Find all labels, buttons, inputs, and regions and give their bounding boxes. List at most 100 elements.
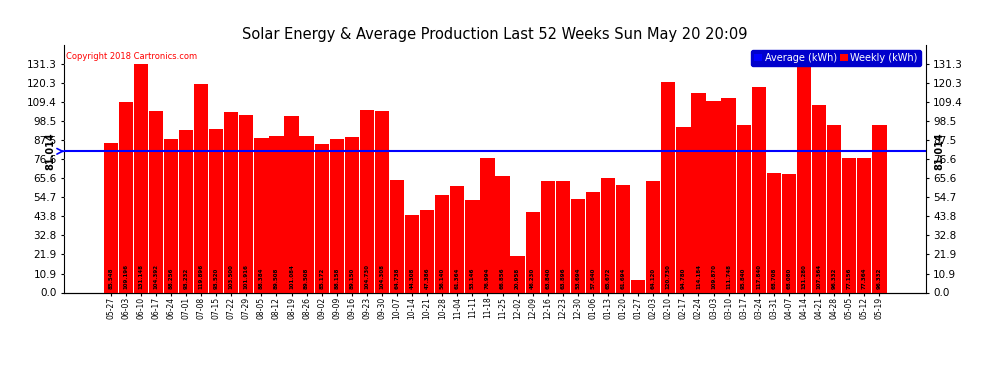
Text: 101.916: 101.916: [244, 264, 248, 289]
Bar: [737, 126, 750, 292]
Text: Copyright 2018 Cartronics.com: Copyright 2018 Cartronics.com: [66, 53, 197, 62]
Bar: [526, 212, 540, 292]
Text: 63.840: 63.840: [545, 268, 550, 289]
Text: 77.156: 77.156: [846, 268, 851, 289]
Bar: [119, 102, 133, 292]
Text: 61.364: 61.364: [454, 268, 459, 289]
Bar: [691, 93, 706, 292]
Text: 46.230: 46.230: [531, 268, 536, 289]
Bar: [450, 186, 464, 292]
Bar: [766, 173, 781, 292]
Text: 81.014: 81.014: [46, 132, 55, 170]
Bar: [224, 112, 239, 292]
Bar: [782, 174, 796, 292]
Text: 64.120: 64.120: [650, 268, 655, 289]
Text: 68.080: 68.080: [786, 268, 791, 289]
Text: 93.520: 93.520: [214, 268, 219, 289]
Bar: [480, 158, 495, 292]
Text: 64.738: 64.738: [395, 267, 400, 289]
Text: 89.508: 89.508: [304, 268, 309, 289]
Text: 53.146: 53.146: [470, 268, 475, 289]
Bar: [751, 87, 766, 292]
Text: 20.958: 20.958: [515, 268, 520, 289]
Bar: [842, 158, 856, 292]
Text: 77.364: 77.364: [861, 267, 867, 289]
Text: 65.672: 65.672: [606, 268, 611, 289]
Bar: [359, 110, 374, 292]
Bar: [134, 64, 148, 292]
Bar: [240, 115, 253, 292]
Text: 63.896: 63.896: [560, 267, 565, 289]
Text: 104.730: 104.730: [364, 264, 369, 289]
Bar: [194, 84, 208, 292]
Bar: [676, 127, 691, 292]
Bar: [375, 111, 389, 292]
Bar: [269, 136, 283, 292]
Bar: [284, 116, 299, 292]
Text: 104.308: 104.308: [379, 264, 384, 289]
Bar: [601, 178, 615, 292]
Bar: [571, 199, 585, 292]
Legend: Average (kWh), Weekly (kWh): Average (kWh), Weekly (kWh): [751, 50, 921, 66]
Bar: [872, 124, 886, 292]
Bar: [179, 130, 193, 292]
Bar: [631, 280, 645, 292]
Text: 131.148: 131.148: [139, 264, 144, 289]
Text: 68.708: 68.708: [771, 268, 776, 289]
Text: 119.896: 119.896: [199, 264, 204, 289]
Text: 96.332: 96.332: [877, 268, 882, 289]
Bar: [646, 181, 660, 292]
Bar: [405, 215, 419, 292]
Text: 111.748: 111.748: [726, 264, 732, 289]
Bar: [827, 124, 842, 292]
Bar: [254, 138, 268, 292]
Text: 89.508: 89.508: [274, 268, 279, 289]
Bar: [707, 101, 721, 292]
Bar: [857, 158, 871, 292]
Text: 109.196: 109.196: [123, 264, 129, 289]
Bar: [722, 98, 736, 292]
Text: 93.232: 93.232: [183, 268, 188, 289]
Bar: [616, 185, 631, 292]
Text: 104.392: 104.392: [153, 264, 158, 289]
Bar: [511, 256, 525, 292]
Bar: [299, 136, 314, 292]
Bar: [495, 176, 510, 292]
Bar: [541, 181, 555, 292]
Text: 114.184: 114.184: [696, 264, 701, 289]
Text: 120.730: 120.730: [666, 264, 671, 289]
Bar: [209, 129, 224, 292]
Text: 66.856: 66.856: [500, 267, 505, 289]
Text: 88.158: 88.158: [335, 268, 340, 289]
Bar: [345, 137, 359, 292]
Text: 44.308: 44.308: [410, 268, 415, 289]
Text: 56.140: 56.140: [440, 268, 445, 289]
Bar: [661, 82, 675, 292]
Bar: [330, 139, 344, 292]
Bar: [148, 111, 163, 292]
Text: 85.172: 85.172: [319, 268, 324, 289]
Title: Solar Energy & Average Production Last 52 Weeks Sun May 20 20:09: Solar Energy & Average Production Last 5…: [243, 27, 747, 42]
Text: 101.084: 101.084: [289, 264, 294, 289]
Bar: [435, 195, 449, 292]
Text: 47.386: 47.386: [425, 267, 430, 289]
Bar: [163, 139, 178, 292]
Bar: [555, 181, 570, 292]
Text: 103.500: 103.500: [229, 264, 234, 289]
Bar: [104, 143, 118, 292]
Text: 117.840: 117.840: [756, 264, 761, 289]
Bar: [420, 210, 435, 292]
Text: 109.870: 109.870: [711, 264, 716, 289]
Text: 81.014: 81.014: [935, 132, 944, 170]
Text: 53.694: 53.694: [575, 267, 580, 289]
Bar: [390, 180, 404, 292]
Text: 61.694: 61.694: [621, 268, 626, 289]
Bar: [315, 144, 329, 292]
Text: 131.280: 131.280: [802, 264, 807, 289]
Bar: [812, 105, 827, 292]
Text: 94.780: 94.780: [681, 268, 686, 289]
Bar: [465, 200, 479, 292]
Text: 76.994: 76.994: [485, 267, 490, 289]
Text: 88.384: 88.384: [258, 267, 264, 289]
Text: 107.364: 107.364: [817, 264, 822, 289]
